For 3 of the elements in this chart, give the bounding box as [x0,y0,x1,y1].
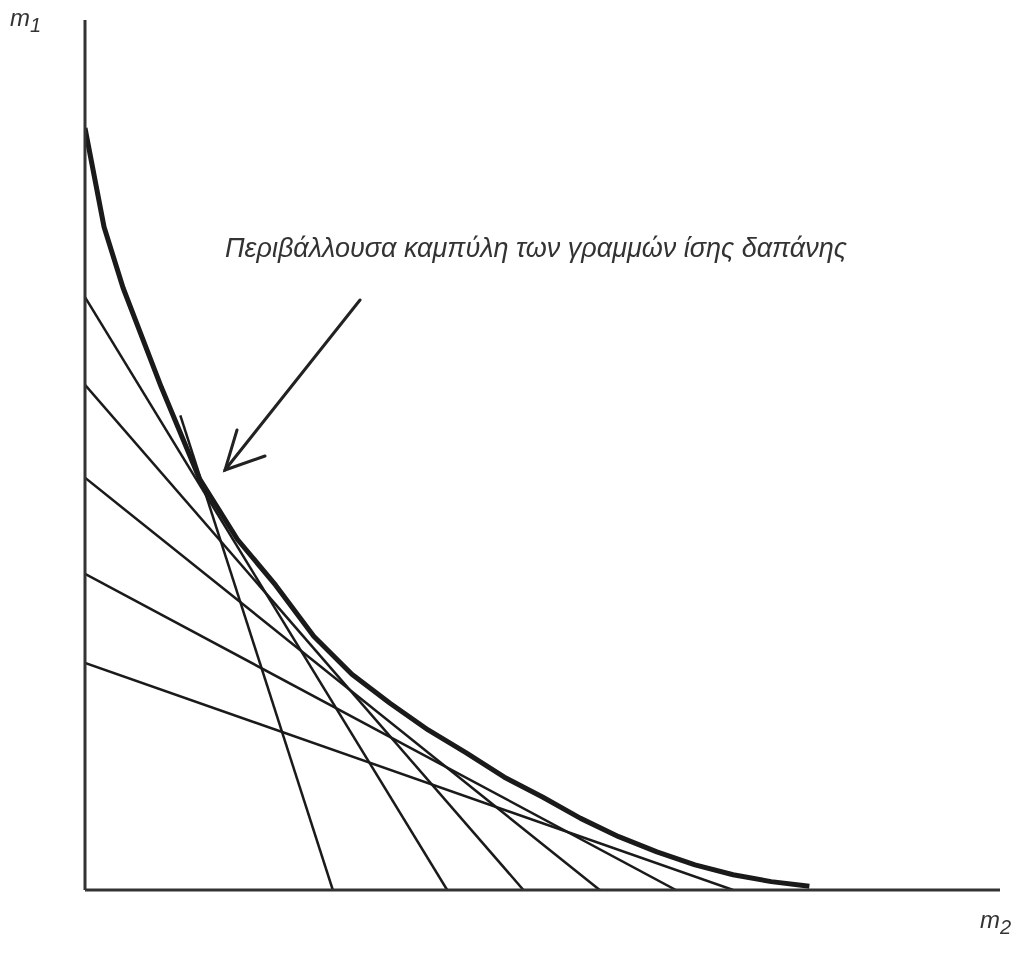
y-axis-title: m$_{1}$ [10,4,42,36]
x-axis-title: m$_{2}$ [980,906,1012,938]
annotation: Περιβάλλουσα καμπύλη των γραμμών ίσης δαπάνης [225,233,847,263]
